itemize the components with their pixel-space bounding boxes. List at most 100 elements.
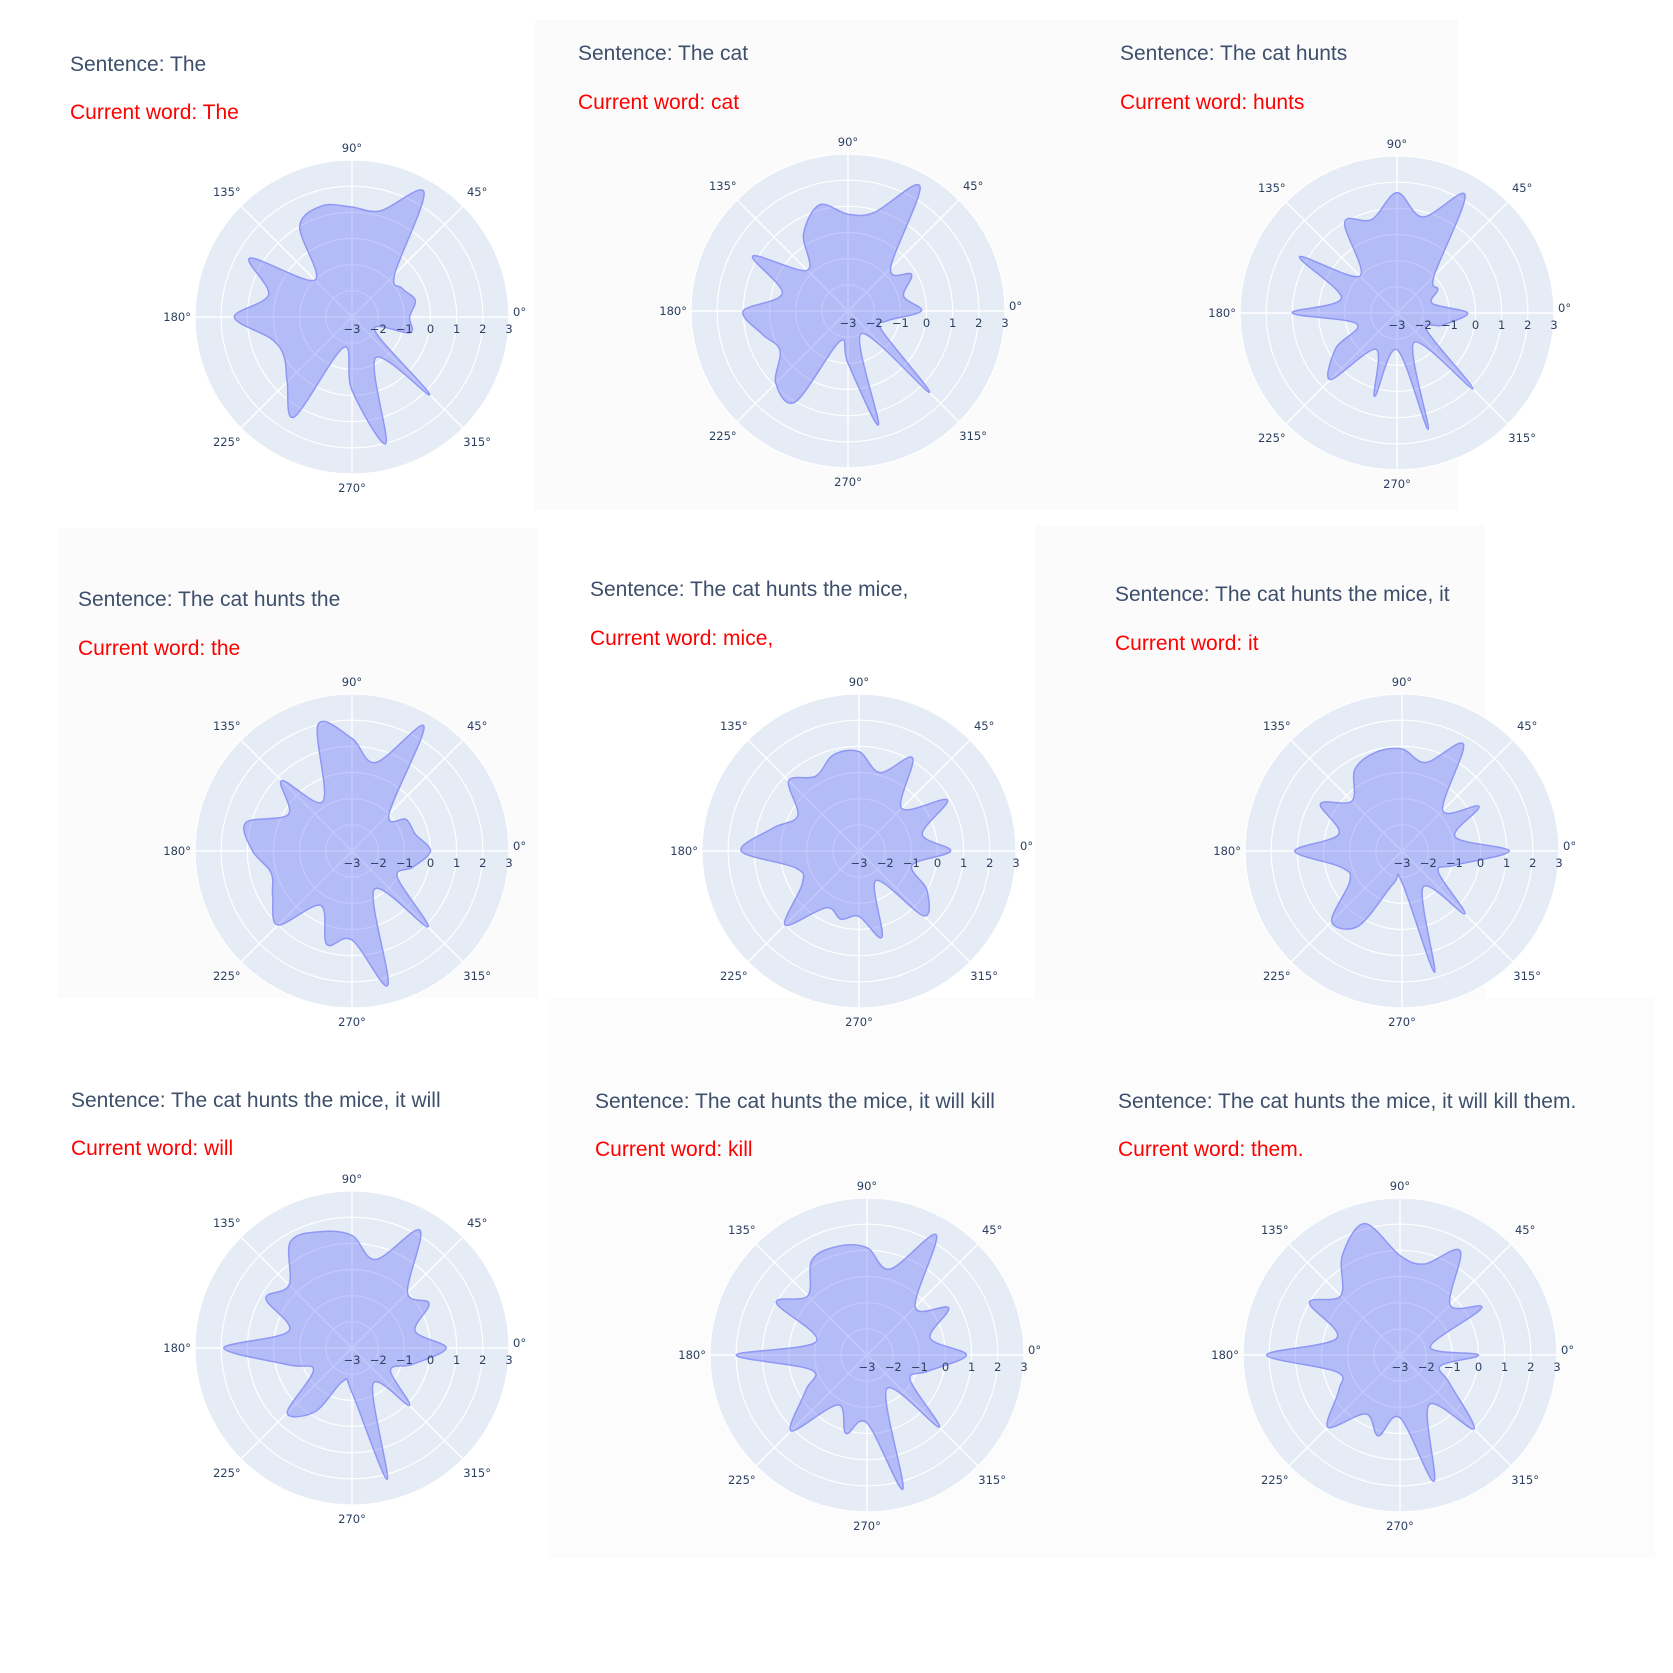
radial-tick-label: 3	[1001, 316, 1008, 330]
angular-tick-label: 0°	[1558, 301, 1571, 315]
angular-tick-label: 225°	[1261, 1473, 1289, 1487]
current-word-1: Current word: cat	[578, 91, 740, 114]
radial-tick-label: −3	[344, 322, 361, 336]
data-area	[233, 189, 431, 445]
radial-gridline	[1347, 1302, 1453, 1408]
radial-gridline	[220, 1216, 484, 1480]
angular-tick-label: 135°	[213, 719, 241, 733]
angular-tick-label: 135°	[1263, 719, 1291, 733]
radial-tick-label: −2	[866, 316, 883, 330]
radial-gridline	[1317, 233, 1477, 393]
sentence-title-3: Sentence: The cat hunts the	[78, 588, 341, 611]
radial-gridline	[299, 798, 405, 904]
radial-gridline	[832, 824, 886, 878]
radial-tick-label: −2	[370, 1353, 387, 1367]
radial-gridline	[1349, 798, 1455, 904]
radial-tick-label: 0	[1477, 856, 1484, 870]
radial-tick-label: −3	[1394, 856, 1411, 870]
radial-gridline	[272, 237, 432, 397]
angular-tick-label: 225°	[1263, 969, 1291, 983]
radial-tick-label: 2	[1524, 318, 1531, 332]
radial-gridline	[1373, 1328, 1427, 1382]
angular-tick-label: 135°	[1261, 1223, 1289, 1237]
angular-tick-label: 270°	[834, 475, 862, 489]
angular-tick-label: 270°	[1388, 1015, 1416, 1029]
radial-tick-label: −2	[1415, 318, 1432, 332]
radial-tick-label: 3	[1553, 1360, 1560, 1374]
radial-tick-label: 2	[975, 316, 982, 330]
polar-chart-7: −3 −2 −1 0 1 2 30° 45° 90° 135° 180° 225° 270° 315°	[678, 1179, 1041, 1533]
angular-tick-label: 315°	[1511, 1473, 1539, 1487]
radial-tick-label: 1	[453, 856, 460, 870]
angular-tick-label: 135°	[213, 185, 241, 199]
radial-gridline	[1344, 260, 1450, 366]
angular-tick-label: 135°	[709, 179, 737, 193]
radial-tick-label: −3	[1392, 1360, 1409, 1374]
radial-tick-label: −2	[1420, 856, 1437, 870]
radial-gridline	[1270, 719, 1534, 983]
radial-tick-label: 0	[934, 856, 941, 870]
radial-tick-label: −1	[892, 316, 909, 330]
radial-tick-label: 0	[427, 1353, 434, 1367]
radial-gridline	[1242, 1197, 1558, 1513]
angular-tick-label: 315°	[463, 1466, 491, 1480]
angular-tick-label: 225°	[213, 435, 241, 449]
radial-gridline	[246, 1242, 458, 1454]
polar-chart-3: −3 −2 −1 0 1 2 30° 45° 90° 135° 180° 225° 270° 315°	[163, 675, 526, 1029]
radial-tick-label: 2	[479, 856, 486, 870]
radial-tick-label: −2	[370, 856, 387, 870]
radial-gridline	[1265, 181, 1529, 445]
angular-tick-label: 0°	[1561, 1343, 1574, 1357]
current-word-7: Current word: kill	[595, 1138, 753, 1161]
radial-tick-label: 0	[427, 856, 434, 870]
radial-tick-label: 3	[505, 322, 512, 336]
radial-tick-label: 3	[505, 1353, 512, 1367]
polar-chart-0: −3 −2 −1 0 1 2 30° 45° 90° 135° 180° 225° 270° 315°	[163, 141, 526, 495]
angular-tick-label: 315°	[463, 435, 491, 449]
radial-gridline	[194, 159, 510, 475]
angular-tick-label: 45°	[467, 719, 487, 733]
current-word-0: Current word: The	[70, 101, 239, 124]
radial-tick-label: 1	[453, 322, 460, 336]
angular-tick-label: 180°	[163, 310, 191, 324]
angular-tick-label: 270°	[338, 1015, 366, 1029]
radial-gridline	[753, 745, 965, 957]
angular-tick-label: 0°	[1028, 1343, 1041, 1357]
angular-tick-label: 0°	[1009, 299, 1022, 313]
radial-gridline	[727, 719, 991, 983]
sentence-title-2: Sentence: The cat hunts	[1120, 42, 1348, 65]
sentence-title-5: Sentence: The cat hunts the mice, it	[1115, 583, 1450, 606]
angular-tick-label: 225°	[213, 969, 241, 983]
angular-tick-label: 315°	[463, 969, 491, 983]
angular-tick-label: 180°	[163, 844, 191, 858]
sentence-title-7: Sentence: The cat hunts the mice, it wil…	[595, 1090, 995, 1113]
angular-tick-label: 270°	[853, 1519, 881, 1533]
angular-tick-label: 180°	[678, 1348, 706, 1362]
angular-tick-label: 0°	[513, 1336, 526, 1350]
radial-tick-label: −1	[396, 856, 413, 870]
angular-tick-label: 45°	[467, 185, 487, 199]
current-word-3: Current word: the	[78, 637, 241, 660]
angular-tick-label: 90°	[857, 1179, 877, 1193]
data-area	[223, 1229, 447, 1481]
radial-gridline	[299, 264, 405, 370]
data-area	[1293, 742, 1511, 974]
angular-tick-label: 225°	[709, 429, 737, 443]
radial-tick-label: 3	[1555, 856, 1562, 870]
data-area	[742, 183, 931, 426]
angular-tick-label: 180°	[1213, 844, 1241, 858]
radial-gridline	[821, 284, 875, 338]
angular-tick-label: 225°	[728, 1473, 756, 1487]
radial-tick-label: 1	[1501, 1360, 1508, 1374]
radial-tick-label: −3	[840, 316, 857, 330]
angular-tick-label: 135°	[213, 1216, 241, 1230]
angular-tick-label: 180°	[659, 304, 687, 318]
angular-tick-label: 225°	[213, 1466, 241, 1480]
radial-tick-label: 0	[942, 1360, 949, 1374]
radial-gridline	[1294, 1249, 1506, 1461]
radial-gridline	[806, 798, 912, 904]
radial-gridline	[1244, 693, 1560, 1009]
radial-tick-label: −2	[1418, 1360, 1435, 1374]
angular-tick-label: 180°	[1208, 306, 1236, 320]
radial-gridline	[325, 1321, 379, 1375]
